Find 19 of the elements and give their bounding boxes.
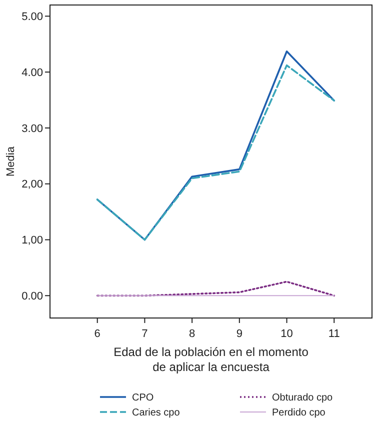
x-axis-title: Edad de la población en el momento de aplicar la encuesta [114, 345, 309, 374]
y-tick-label: 5.00 [22, 11, 43, 24]
legend-label: Caries cpo [132, 408, 180, 418]
x-tick-label: 7 [142, 328, 148, 340]
x-tick-label: 11 [328, 328, 340, 340]
y-axis-title: Media [5, 146, 17, 176]
legend-label: Obturado cpo [272, 392, 334, 404]
x-tick-label: 6 [94, 328, 100, 340]
legend-label: CPO [132, 392, 154, 404]
y-tick-label: 3.00 [22, 122, 43, 135]
y-tick-label: 2,00 [22, 178, 43, 191]
x-tick-label: 8 [188, 328, 196, 340]
y-tick-label: 0.00 [22, 290, 43, 302]
x-tick-label: 9 [236, 328, 242, 340]
y-tick-label: 1,00 [22, 234, 43, 247]
legend-label: Perdido cpo [272, 408, 326, 418]
y-tick-label: 4.00 [22, 66, 43, 79]
x-tick-label: 10 [280, 328, 293, 340]
line-series [96, 280, 336, 297]
